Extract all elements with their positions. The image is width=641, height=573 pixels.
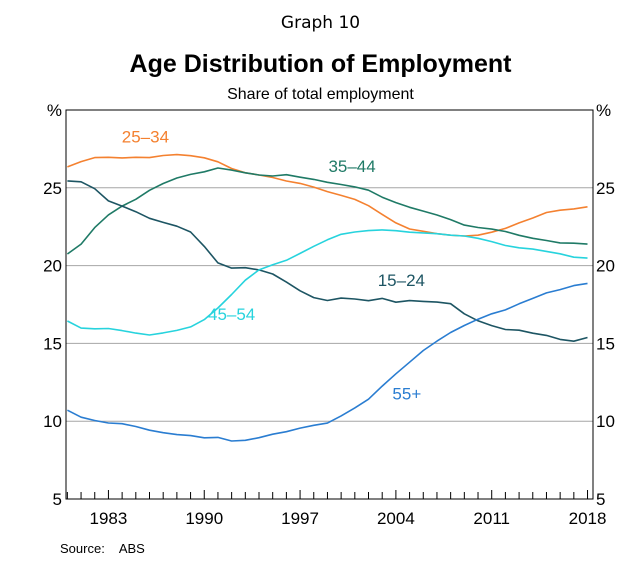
y-tick-label-left: 15 <box>43 334 62 353</box>
series-label-45-54: 45–54 <box>208 305 255 324</box>
y-tick-label-right: 15 <box>596 334 615 353</box>
y-tick-label-left: 25 <box>43 179 62 198</box>
series-label-35-44: 35–44 <box>328 157 375 176</box>
x-tick-label: 2018 <box>569 509 607 528</box>
y-tick-label-left: 5 <box>53 490 62 509</box>
series-label-55+: 55+ <box>392 384 421 403</box>
y-tick-label-right: 20 <box>596 257 615 276</box>
series-line-15-24 <box>67 180 588 343</box>
series-lines <box>66 153 588 442</box>
gridlines <box>66 187 593 422</box>
series-line-45-54 <box>67 229 588 336</box>
y-tick-label-right: 5 <box>596 490 605 509</box>
series-line-35-44 <box>66 167 588 255</box>
graph-number: Graph 10 <box>280 13 361 33</box>
source-label: Source: <box>60 541 105 556</box>
series-line-55+ <box>67 282 588 442</box>
x-tick-label: 1990 <box>185 509 223 528</box>
y-axis-unit-left: % <box>47 101 62 120</box>
y-tick-label-right: 10 <box>596 412 615 431</box>
x-tick-label: 1997 <box>281 509 319 528</box>
chart-subtitle: Share of total employment <box>227 86 414 103</box>
y-tick-label-right: 25 <box>596 179 615 198</box>
axis-labels: 5 5 10 10 15 15 20 20 25 25% % 1983 1990 1997 2004 2011… <box>43 101 615 528</box>
chart-title: Age Distribution of Employment <box>129 50 512 78</box>
axis-ticks <box>66 490 589 499</box>
series-labels: 25–34 35–44 15–24 45–54 55+ <box>122 128 425 404</box>
source-note: Source: ABS <box>60 541 159 556</box>
y-axis-unit-right: % <box>596 101 611 120</box>
plot-frame <box>65 109 594 500</box>
x-tick-label: 1983 <box>90 509 128 528</box>
source-value: ABS <box>118 541 145 556</box>
series-label-15-24: 15–24 <box>378 271 425 290</box>
y-tick-label-left: 10 <box>43 412 62 431</box>
x-tick-label: 2004 <box>377 509 415 528</box>
series-label-25-34: 25–34 <box>122 128 169 147</box>
y-tick-label-left: 20 <box>43 257 62 276</box>
x-tick-label: 2011 <box>473 509 510 528</box>
series-line-25-34 <box>67 153 588 237</box>
